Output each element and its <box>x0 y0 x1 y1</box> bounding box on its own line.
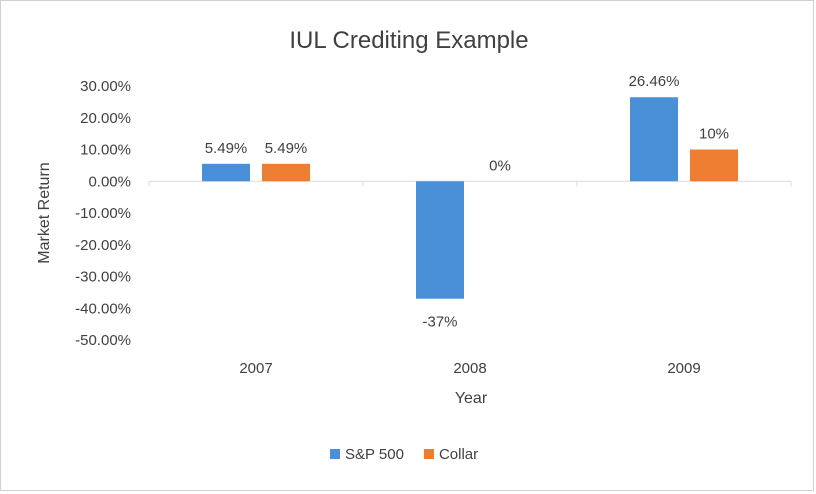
legend: S&P 500 Collar <box>330 446 478 463</box>
data-label: 0% <box>489 157 511 174</box>
bars-group <box>202 97 738 299</box>
y-tick-label: 10.00% <box>80 142 131 159</box>
legend-swatch <box>423 449 434 459</box>
data-labels-group: 5.49% -37% 26.46% 5.49% 0% 10% <box>205 73 729 330</box>
bar <box>630 97 678 182</box>
x-axis-ticks: 2007 2008 2009 <box>148 181 792 377</box>
data-label: -37% <box>422 314 457 331</box>
data-label: 5.49% <box>265 140 308 157</box>
y-tick-label: 30.00% <box>80 78 131 95</box>
legend-label: Collar <box>439 446 478 463</box>
legend-swatch <box>330 449 340 459</box>
bar <box>690 149 738 182</box>
y-tick-label: 0.00% <box>88 173 131 190</box>
y-tick-label: -20.00% <box>75 237 131 254</box>
bar <box>416 181 464 299</box>
y-tick-label: 20.00% <box>80 110 131 127</box>
x-tick-label: 2008 <box>453 360 486 377</box>
x-tick-label: 2009 <box>667 360 700 377</box>
data-label: 10% <box>699 126 729 143</box>
data-label: 26.46% <box>629 73 680 90</box>
chart-title: IUL Crediting Example <box>289 27 528 54</box>
y-tick-label: -50.00% <box>75 332 131 349</box>
y-axis-title: Market Return <box>36 162 53 263</box>
x-tick-label: 2007 <box>239 360 272 377</box>
y-tick-label: -40.00% <box>75 300 131 317</box>
y-tick-label: -30.00% <box>75 269 131 286</box>
y-tick-label: -10.00% <box>75 205 131 222</box>
bar <box>202 163 250 182</box>
bar <box>262 163 310 182</box>
y-axis-ticks: 30.00% 20.00% 10.00% 0.00% -10.00% -20.00% -30… <box>75 78 131 349</box>
legend-label: S&P 500 <box>345 446 404 463</box>
x-axis-title: Year <box>455 390 488 407</box>
data-label: 5.49% <box>205 140 248 157</box>
